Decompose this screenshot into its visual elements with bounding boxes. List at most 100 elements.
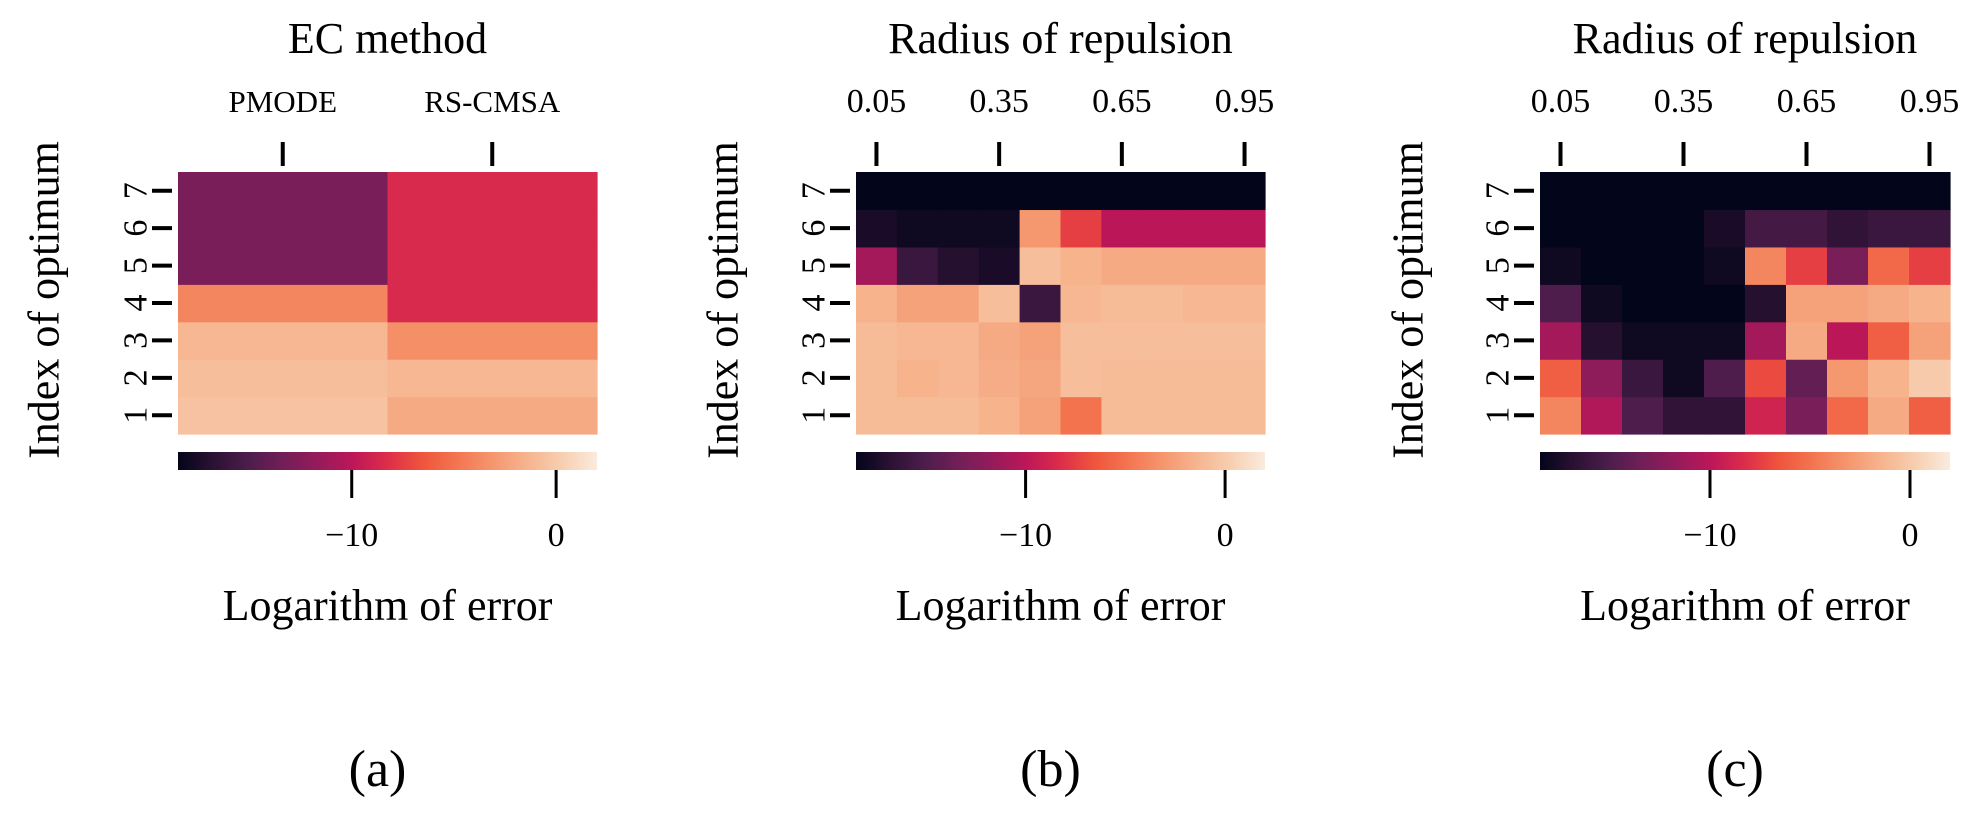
heatmap-cell bbox=[1868, 359, 1910, 398]
x-tick-label: 0.05 bbox=[1531, 83, 1591, 120]
heatmap-cell bbox=[856, 321, 898, 360]
heatmap-cell bbox=[1909, 396, 1951, 435]
heatmap-cell bbox=[1581, 359, 1623, 398]
heatmap-cell bbox=[178, 246, 389, 285]
heatmap-cell bbox=[937, 284, 980, 323]
heatmap-cell bbox=[896, 359, 939, 398]
heatmap-cell bbox=[856, 246, 898, 285]
heatmap-cell bbox=[1909, 284, 1951, 323]
panel-label: (c) bbox=[1706, 741, 1764, 798]
heatmap-cell bbox=[896, 172, 939, 211]
x-tick-label: 0.35 bbox=[969, 83, 1029, 120]
heatmap-cell bbox=[1663, 321, 1705, 360]
y-axis-label: Index of optimum bbox=[1384, 141, 1433, 459]
heatmap-cell bbox=[1745, 172, 1787, 211]
heatmap-cell bbox=[1019, 359, 1062, 398]
heatmap-cell bbox=[1663, 284, 1705, 323]
heatmap-cell bbox=[178, 359, 389, 398]
heatmap-cell bbox=[387, 396, 598, 435]
heatmap-cell bbox=[1101, 359, 1143, 398]
heatmap-cell bbox=[1622, 172, 1664, 211]
heatmap-cell bbox=[1786, 321, 1828, 360]
heatmap-cell bbox=[1101, 172, 1143, 211]
heatmap-cell bbox=[1581, 284, 1623, 323]
heatmap-cell bbox=[1704, 396, 1746, 435]
heatmap-cell bbox=[1142, 172, 1184, 211]
heatmap-cell bbox=[1142, 209, 1184, 248]
heatmap-cell bbox=[1183, 209, 1225, 248]
heatmap-cell bbox=[1581, 396, 1623, 435]
heatmap-cell bbox=[1224, 209, 1266, 248]
heatmap-cell bbox=[856, 209, 898, 248]
heatmap-cell bbox=[1622, 321, 1664, 360]
y-tick-label: 3 bbox=[796, 332, 833, 349]
heatmap-cell bbox=[1663, 172, 1705, 211]
colorbar bbox=[178, 452, 597, 470]
heatmap-cell bbox=[1142, 359, 1184, 398]
y-tick-label: 4 bbox=[1480, 295, 1517, 312]
heatmap-cell bbox=[1183, 284, 1225, 323]
colorbar bbox=[1540, 452, 1950, 470]
heatmap-cell bbox=[387, 359, 598, 398]
heatmap-cell bbox=[1101, 284, 1143, 323]
heatmap-cell bbox=[896, 396, 939, 435]
heatmap-cell bbox=[1183, 172, 1225, 211]
heatmap-cell bbox=[1019, 172, 1062, 211]
heatmap-cell bbox=[387, 246, 598, 285]
heatmap-cell bbox=[1540, 321, 1582, 360]
heatmap-cell bbox=[937, 246, 980, 285]
heatmap-cell bbox=[1142, 246, 1184, 285]
y-tick-label: 3 bbox=[1480, 332, 1517, 349]
heatmap-cell bbox=[937, 209, 980, 248]
heatmap-cell bbox=[387, 321, 598, 360]
heatmap-cell bbox=[1909, 172, 1951, 211]
heatmap-cell bbox=[1581, 246, 1623, 285]
y-tick-label: 7 bbox=[1480, 182, 1517, 199]
heatmap-cell bbox=[1060, 359, 1102, 398]
heatmap-cell bbox=[1827, 209, 1869, 248]
heatmap-cell bbox=[978, 396, 1021, 435]
heatmap-cell bbox=[1622, 246, 1664, 285]
heatmap-cell bbox=[1183, 246, 1225, 285]
heatmap-cell bbox=[387, 172, 598, 211]
heatmap-cell bbox=[1909, 321, 1951, 360]
heatmap-cell bbox=[1060, 321, 1102, 360]
heatmap-cell bbox=[1540, 359, 1582, 398]
heatmap-cell bbox=[1060, 246, 1102, 285]
heatmap-cell bbox=[937, 396, 980, 435]
heatmap-cell bbox=[1745, 246, 1787, 285]
heatmap-cell bbox=[1868, 396, 1910, 435]
heatmap-cell bbox=[1581, 321, 1623, 360]
heatmap-cell bbox=[1540, 284, 1582, 323]
heatmap-cell bbox=[1540, 172, 1582, 211]
y-tick-label: 2 bbox=[118, 369, 155, 386]
heatmap-cell bbox=[178, 284, 389, 323]
heatmap-cell bbox=[1868, 321, 1910, 360]
heatmap-cell bbox=[937, 172, 980, 211]
y-tick-label: 5 bbox=[118, 257, 155, 274]
heatmap-cell bbox=[1224, 321, 1266, 360]
heatmap-cell bbox=[387, 284, 598, 323]
heatmap-panel-3: Radius of repulsion 0.05 0.35 0.65 0.95 1 2 3 4 5… bbox=[1384, 14, 1960, 798]
heatmap-panel-1: EC method PMODE RS-CMSA 1 2 3 4 5 6 7 Index of opt… bbox=[20, 14, 598, 798]
y-tick-label: 3 bbox=[118, 332, 155, 349]
heatmap-cell bbox=[1827, 359, 1869, 398]
colorbar-tick-label: 0 bbox=[1902, 517, 1919, 554]
heatmap-cell bbox=[1786, 172, 1828, 211]
heatmap-cell bbox=[1019, 246, 1062, 285]
heatmap-cell bbox=[1183, 396, 1225, 435]
heatmap-cell bbox=[896, 284, 939, 323]
heatmap-cell bbox=[1101, 246, 1143, 285]
heatmap-cell bbox=[1909, 209, 1951, 248]
heatmap-cell bbox=[178, 396, 389, 435]
heatmap-cell bbox=[1060, 172, 1102, 211]
heatmap-cell bbox=[1019, 396, 1062, 435]
heatmap-cell bbox=[1060, 209, 1102, 248]
heatmap-cell bbox=[1663, 209, 1705, 248]
heatmap-cell bbox=[1704, 172, 1746, 211]
heatmap-cell bbox=[1663, 246, 1705, 285]
y-tick-label: 1 bbox=[118, 407, 155, 424]
heatmap-cell bbox=[1704, 209, 1746, 248]
heatmap-cell bbox=[1827, 284, 1869, 323]
heatmap-cell bbox=[1786, 284, 1828, 323]
